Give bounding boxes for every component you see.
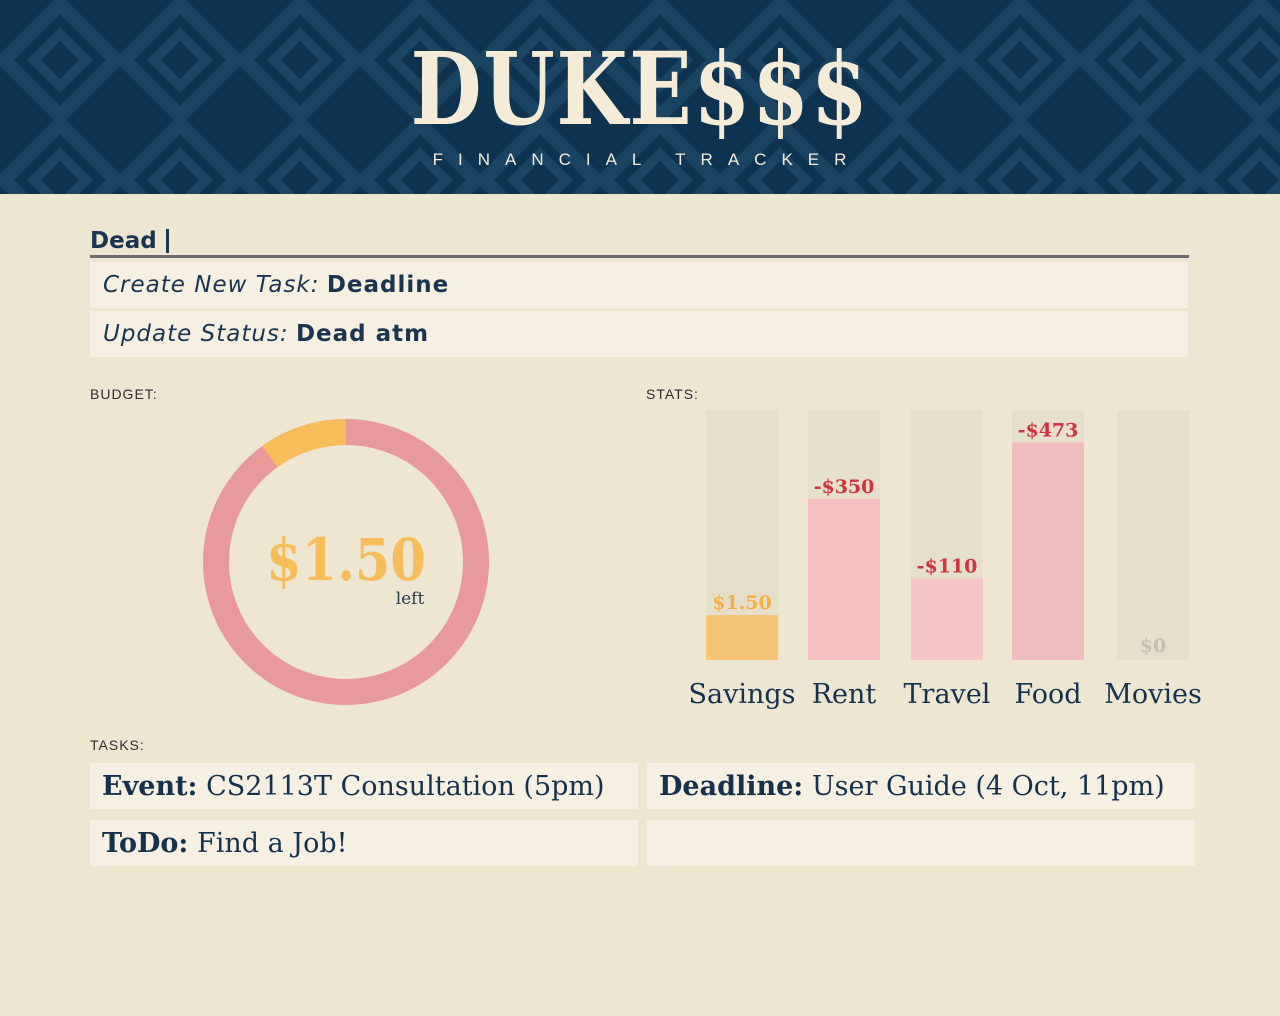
suggestion-key: Update Status: [103,321,289,347]
category-label: Rent [812,679,877,710]
bar-value-label: $0 [1140,635,1166,657]
task-text: User Guide (4 Oct, 11pm) [811,771,1165,802]
stats-label: STATS: [646,386,699,402]
task-item[interactable]: Deadline: User Guide (4 Oct, 11pm) [647,763,1195,809]
task-text: CS2113T Consultation (5pm) [206,771,605,802]
budget-label: BUDGET: [90,386,158,402]
bar-value-label: -$110 [917,556,978,578]
bar-value-label: -$350 [814,476,875,498]
suggestion-key: Create New Task: [103,272,320,298]
budget-caption: left [395,589,425,609]
task-text: Find a Job! [197,828,348,859]
category-label: Food [1014,679,1081,710]
task-type: Event: [102,771,198,802]
suggestion-item[interactable]: Create New Task: Deadline [90,262,1188,308]
stats-bar-chart: $1.50 Savings -$350 Rent -$110 Travel -$473 Foo… [688,410,1202,710]
app-header: DUKE$$$ FINANCIAL TRACKER [0,0,1280,194]
bar-travel [911,578,983,660]
task-item[interactable]: ToDo: Find a Job! [90,820,638,866]
bar-value-label: $1.50 [712,592,772,614]
text-cursor [166,229,169,253]
suggestion-value: Deadline [326,272,450,298]
category-label: Movies [1104,679,1202,710]
app-title: DUKE$$$ [410,30,870,148]
suggestion-value: Dead atm [295,321,430,347]
task-item[interactable]: Event: CS2113T Consultation (5pm) [90,763,638,809]
budget-ring-remaining [203,419,489,705]
header-pattern [0,0,1280,194]
bar-savings [706,615,778,660]
task-type: Deadline: [659,771,804,802]
budget-amount: $1.50 [266,526,426,594]
bar-food [1012,442,1084,660]
bar-rent [808,499,880,660]
category-label: Savings [688,679,795,710]
task-item[interactable] [647,820,1195,866]
budget-donut [203,419,489,705]
command-input[interactable] [90,222,1189,258]
bar-track [1117,410,1189,660]
app-subtitle: FINANCIAL TRACKER [432,150,862,169]
task-type: ToDo: [102,828,189,859]
tasks-label: TASKS: [90,737,145,753]
suggestion-item[interactable]: Update Status: Dead atm [90,311,1188,357]
category-label: Travel [904,679,991,710]
bar-value-label: -$473 [1018,419,1079,441]
